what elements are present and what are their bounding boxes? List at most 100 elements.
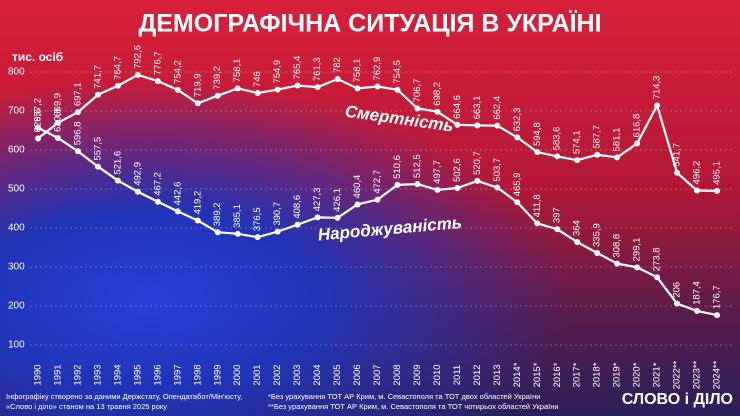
- data-label: 176,7: [712, 285, 723, 309]
- point: [234, 85, 241, 92]
- point: [194, 217, 201, 224]
- data-label: 408,6: [292, 195, 303, 219]
- data-label: 389,2: [212, 202, 223, 226]
- data-label: 762,9: [372, 57, 383, 81]
- data-label: 754,9: [272, 60, 283, 84]
- data-label: 776,7: [152, 51, 163, 75]
- point: [574, 157, 581, 164]
- point: [334, 76, 341, 83]
- point: [294, 221, 301, 228]
- data-label: 761,3: [312, 57, 323, 81]
- x-tick-label: 1999: [212, 364, 223, 385]
- data-label: 442,6: [172, 182, 183, 206]
- source-note: Інфографіку створено за даними Держстату…: [6, 392, 242, 401]
- x-tick-label: 2017*: [572, 362, 583, 387]
- x-tick-label: 2002: [272, 364, 283, 385]
- y-tick-label: 400: [8, 223, 25, 234]
- data-label: 792,6: [132, 45, 143, 69]
- x-tick-label: 1990: [33, 364, 44, 385]
- point: [494, 184, 501, 191]
- data-label: 581,1: [612, 128, 623, 152]
- point: [514, 199, 521, 206]
- data-label: 765,4: [292, 56, 303, 80]
- x-tick-label: 1991: [52, 364, 63, 385]
- data-label: 714,3: [652, 76, 663, 100]
- data-label: 520,7: [472, 151, 483, 175]
- data-label: 521,6: [112, 151, 123, 175]
- data-label: 496,2: [692, 161, 703, 185]
- data-label: 206: [672, 282, 683, 298]
- y-tick-label: 700: [8, 106, 25, 117]
- y-tick-label: 100: [8, 340, 25, 351]
- data-label: 616,8: [632, 114, 643, 138]
- point: [474, 122, 481, 129]
- point: [614, 260, 621, 267]
- chart-title: ДЕМОГРАФІЧНА СИТУАЦІЯ В УКРАЇНІ: [138, 10, 601, 38]
- x-tick-label: 2011: [452, 365, 463, 385]
- x-tick-label: 2018*: [592, 362, 603, 387]
- y-tick-label: 300: [8, 262, 25, 273]
- x-tick-label: 2001: [252, 364, 263, 385]
- point: [354, 85, 361, 92]
- data-label: 706,7: [412, 79, 423, 103]
- x-tick-label: 2005: [332, 364, 343, 385]
- x-tick-label: 2012: [472, 364, 483, 385]
- y-tick-label: 600: [8, 145, 25, 156]
- point: [374, 196, 381, 203]
- point: [614, 154, 621, 161]
- data-label: 630,8: [52, 108, 63, 132]
- data-label: 669,9: [52, 93, 63, 117]
- point: [214, 229, 221, 236]
- point: [434, 108, 441, 115]
- data-label: 664,6: [452, 95, 463, 119]
- point: [674, 300, 681, 307]
- x-tick-label: 2015*: [532, 362, 543, 387]
- point: [654, 102, 661, 109]
- point: [35, 124, 41, 131]
- point: [114, 177, 121, 184]
- data-label: 698,2: [432, 82, 443, 106]
- data-label: 503,7: [492, 158, 503, 182]
- point: [714, 312, 720, 319]
- point: [54, 119, 61, 126]
- footnote: **Без урахування ТОТ АР Крим, м. Севасто…: [268, 402, 559, 411]
- data-label: 364: [572, 220, 583, 236]
- point: [454, 121, 461, 128]
- data-label: 397: [552, 207, 563, 223]
- data-label: 187,4: [692, 281, 703, 305]
- data-label: 465,9: [512, 173, 523, 197]
- point: [634, 140, 641, 147]
- y-axis-label: тис. осіб: [12, 50, 63, 64]
- point: [574, 239, 581, 246]
- data-label: 497,7: [432, 160, 443, 184]
- point: [594, 249, 601, 256]
- y-tick-label: 500: [8, 184, 25, 195]
- x-tick-label: 2022**: [672, 360, 683, 389]
- data-label: 385,1: [232, 204, 243, 228]
- point: [74, 148, 81, 155]
- point: [294, 82, 301, 89]
- point: [554, 153, 561, 160]
- point: [94, 91, 101, 98]
- point: [494, 122, 501, 129]
- data-label: 427,3: [312, 188, 323, 212]
- x-tick-label: 2020*: [632, 362, 643, 387]
- point: [434, 186, 441, 193]
- point: [694, 307, 701, 314]
- x-tick-label: 2019*: [612, 362, 623, 387]
- data-label: 758,1: [232, 59, 243, 83]
- point: [534, 220, 541, 227]
- data-label: 541,7: [672, 143, 683, 167]
- x-tick-label: 2003: [292, 364, 303, 385]
- data-label: 741,7: [92, 65, 103, 89]
- logo: СЛОВО і ДІЛО: [622, 391, 733, 408]
- data-label: 746: [252, 71, 263, 87]
- data-label: 419,2: [192, 191, 203, 215]
- x-tick-label: 2006: [352, 364, 363, 385]
- data-label: 764,7: [112, 56, 123, 80]
- x-tick-label: 1994: [112, 364, 123, 385]
- point: [54, 134, 61, 141]
- point: [114, 82, 121, 89]
- point: [154, 78, 161, 85]
- data-label: 758,1: [352, 59, 363, 83]
